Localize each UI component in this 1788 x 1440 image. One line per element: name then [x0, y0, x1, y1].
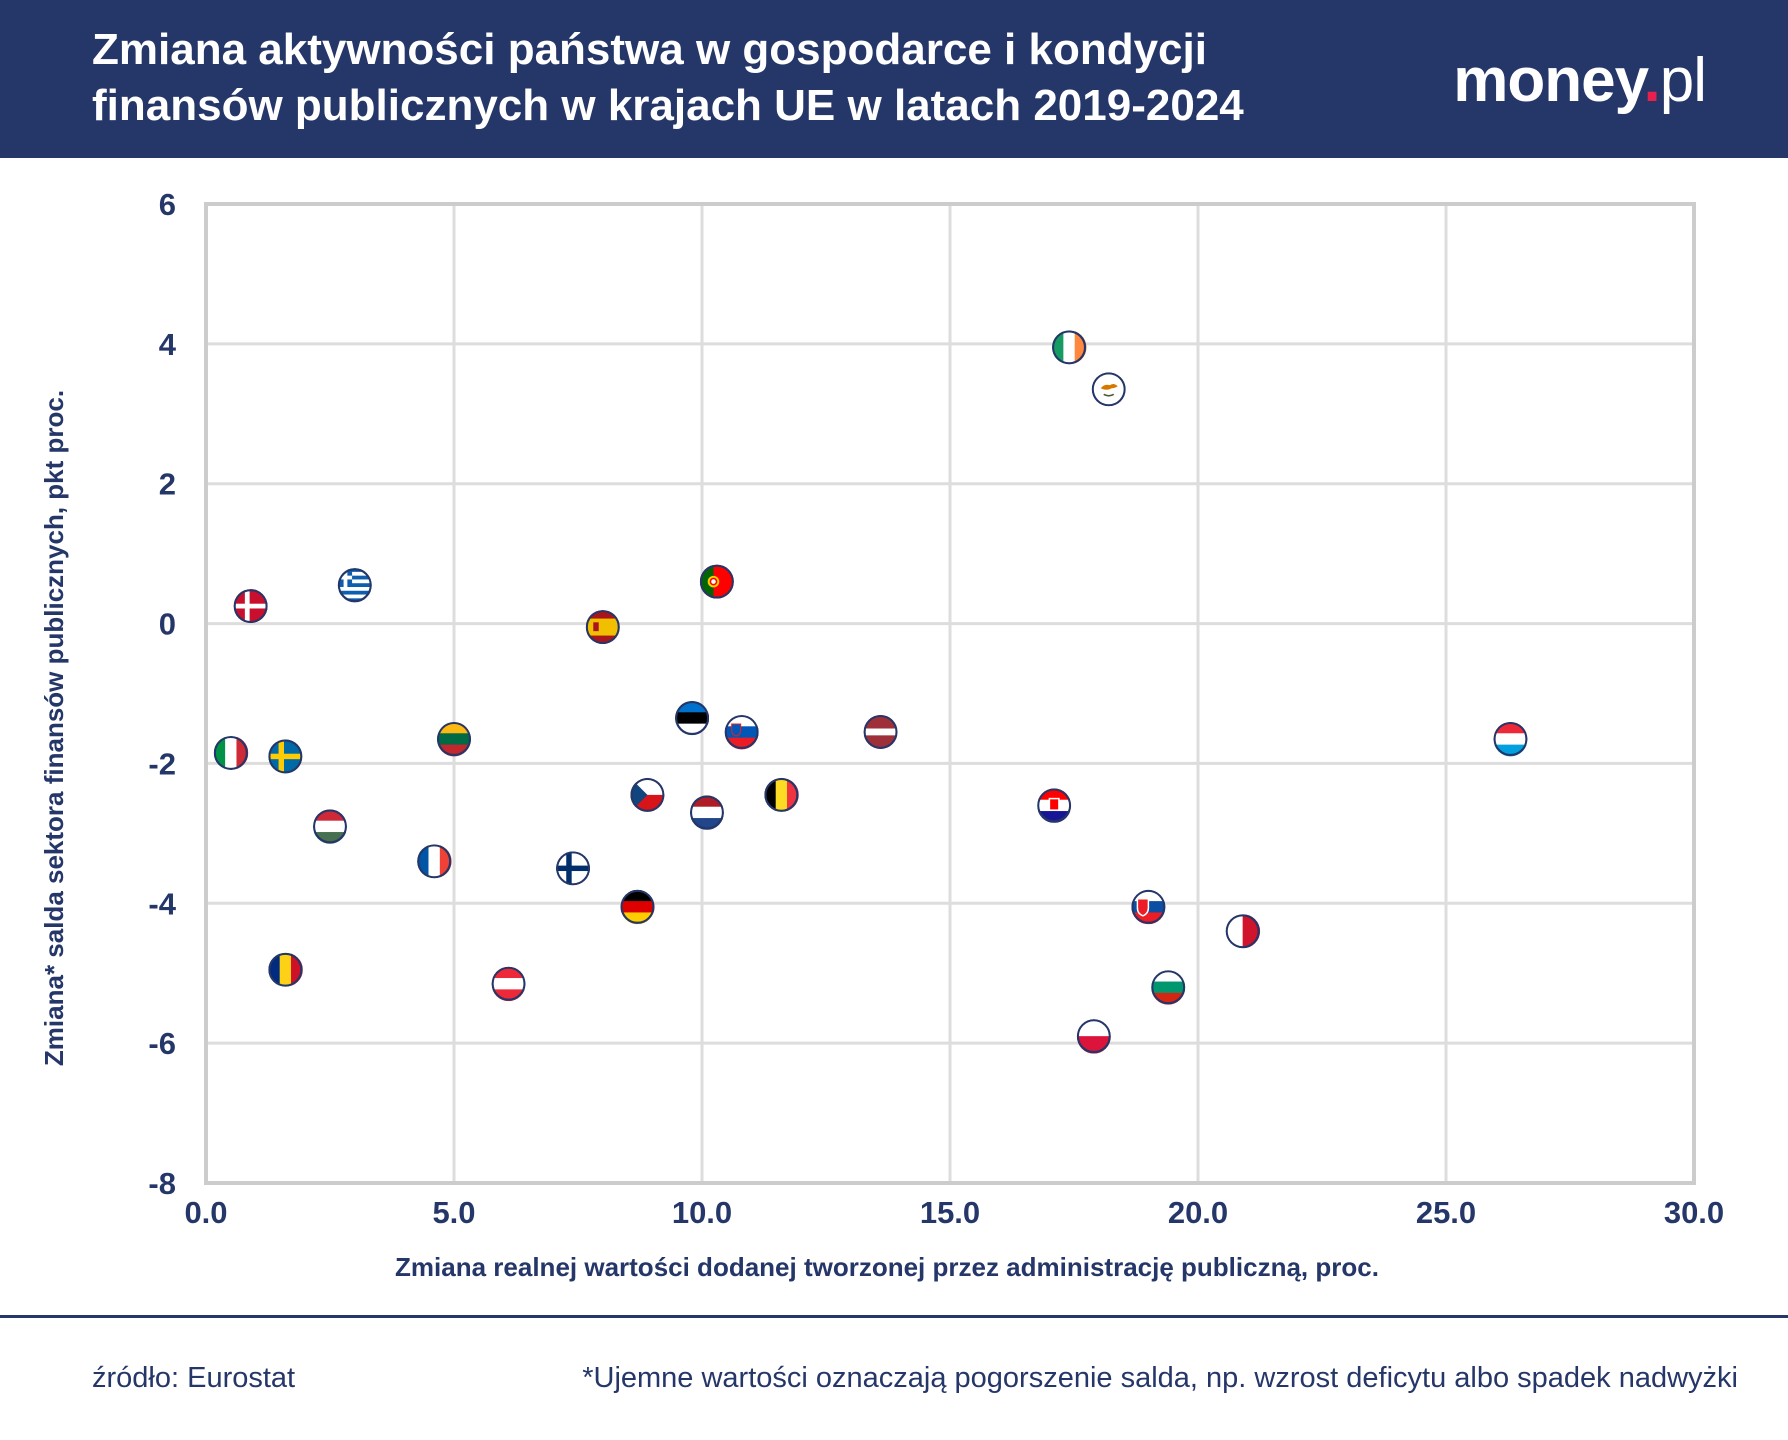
flag-outline	[863, 714, 898, 749]
header-banner: Zmiana aktywności państwa w gospodarce i…	[0, 0, 1788, 158]
flag-outline	[675, 700, 710, 736]
x-tick-label: 20.0	[1168, 1195, 1228, 1230]
flag-outline	[1493, 721, 1528, 757]
flag-outline	[491, 966, 526, 1001]
y-tick-label: -4	[148, 886, 176, 921]
flag-outline	[337, 568, 372, 603]
x-tick-label: 10.0	[672, 1195, 732, 1230]
flag-marker-lv	[863, 714, 898, 749]
flag-outline	[233, 589, 268, 624]
flag-outline	[313, 809, 347, 844]
flag-marker-fi	[556, 851, 591, 886]
flag-outline	[1091, 372, 1126, 407]
flag-outline	[417, 844, 452, 879]
flag-marker-it	[213, 735, 249, 770]
source-note: źródło: Eurostat	[92, 1362, 296, 1394]
flag-marker-si	[724, 714, 759, 750]
logo-dot: .	[1643, 46, 1661, 115]
flag-marker-ie	[1052, 330, 1087, 365]
flag-marker-ro	[268, 952, 303, 987]
y-tick-label: 2	[159, 467, 176, 502]
y-tick-label: -6	[148, 1026, 176, 1061]
scatter-chart: 0.0 5.0 10.0 15.0 20.0 25.0 30.0 6 4 2 0 -2 -4 -6 -8 Z…	[39, 187, 1724, 1282]
flag-marker-cy	[1091, 372, 1126, 407]
flag-marker-dk	[233, 589, 268, 624]
flag-marker-bg	[1151, 970, 1186, 1005]
flag-marker-se	[268, 739, 303, 774]
flag-outline	[764, 777, 799, 812]
y-tick-label: -2	[148, 746, 176, 781]
flag-outline	[585, 610, 620, 645]
x-tick-label: 30.0	[1664, 1195, 1724, 1230]
flag-outline	[630, 777, 665, 812]
flag-outline	[268, 952, 303, 987]
flag-marker-es	[585, 610, 620, 645]
x-axis-title: Zmiana realnej wartości dodanej tworzone…	[395, 1252, 1379, 1282]
x-tick-label: 0.0	[184, 1195, 227, 1230]
flag-marker-at	[491, 966, 526, 1002]
flag-marker-lt	[437, 721, 471, 757]
grid-layer	[204, 202, 1696, 1185]
y-tick-label: 6	[159, 187, 176, 222]
flag-outline	[268, 739, 303, 774]
flag-marker-sk	[1131, 889, 1166, 925]
title-line-1: Zmiana aktywności państwa w gospodarce i…	[92, 25, 1207, 74]
page-title: Zmiana aktywności państwa w gospodarce i…	[92, 22, 1392, 134]
flag-outline	[724, 714, 759, 750]
flag-marker-fr	[417, 844, 452, 879]
flag-outline	[699, 564, 734, 599]
footer-divider	[0, 1315, 1788, 1318]
points-layer	[213, 330, 1528, 1054]
y-tick-label: 4	[159, 327, 177, 362]
y-tick-label: 0	[159, 607, 176, 642]
flag-marker-be	[764, 777, 799, 812]
title-line-2: finansów publicznych w krajach UE w lata…	[92, 81, 1244, 130]
logo-tld: pl	[1659, 46, 1707, 115]
flag-outline	[620, 889, 655, 924]
flag-marker-nl	[689, 795, 724, 830]
flag-outline	[1151, 970, 1186, 1005]
flag-marker-hr	[1037, 788, 1072, 823]
flag-outline	[437, 721, 471, 757]
flag-marker-de	[620, 889, 655, 925]
logo-main: money	[1453, 46, 1644, 115]
flag-outline	[1052, 330, 1087, 365]
flag-marker-hu	[313, 809, 347, 844]
x-tick-label: 25.0	[1416, 1195, 1476, 1230]
flag-marker-lu	[1493, 721, 1528, 757]
flag-outline	[1037, 788, 1072, 823]
flag-marker-gr	[337, 568, 372, 603]
money-pl-logo: money.pl	[1453, 46, 1707, 116]
flag-marker-pl	[1076, 1019, 1111, 1054]
flag-outline	[1225, 914, 1260, 949]
flag-outline	[213, 735, 248, 770]
y-tick-label: -8	[148, 1166, 176, 1201]
flag-marker-ee	[675, 700, 710, 736]
flag-outline	[1076, 1019, 1111, 1054]
x-tick-label: 15.0	[920, 1195, 980, 1230]
flag-outline	[689, 795, 724, 830]
flag-outline	[556, 851, 591, 886]
flag-outline	[1131, 889, 1166, 924]
flag-marker-cz	[630, 777, 665, 812]
y-axis-title: Zmiana* salda sektora finansów publiczny…	[39, 390, 69, 1066]
flag-marker-mt	[1225, 914, 1261, 949]
plot-frame	[204, 202, 1696, 1185]
footnote: *Ujemne wartości oznaczają pogorszenie s…	[582, 1362, 1738, 1394]
x-tick-label: 5.0	[432, 1195, 475, 1230]
flag-marker-pt	[699, 564, 734, 599]
axis-layer: 0.0 5.0 10.0 15.0 20.0 25.0 30.0 6 4 2 0 -2 -4 -6 -8	[148, 187, 1724, 1230]
